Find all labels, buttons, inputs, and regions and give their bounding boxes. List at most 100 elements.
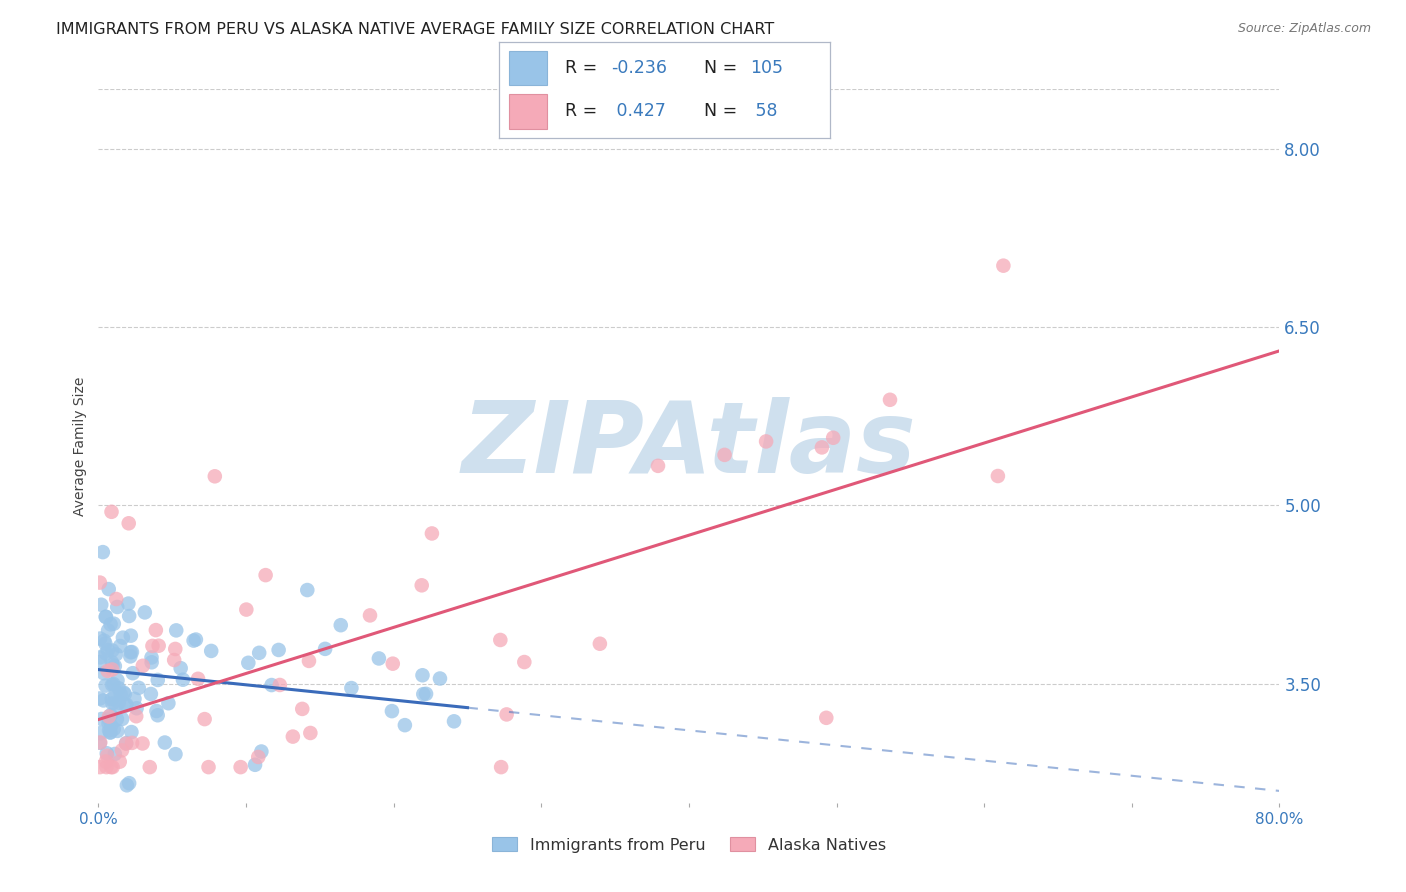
Point — [115, 778, 138, 792]
Point — [105, 712, 128, 726]
Point — [329, 618, 352, 632]
Point — [121, 736, 143, 750]
Text: R =: R = — [565, 103, 598, 120]
Point — [381, 657, 404, 671]
Point — [108, 755, 131, 769]
Point — [111, 631, 134, 645]
Point — [250, 745, 273, 759]
Point — [200, 644, 222, 658]
Point — [105, 592, 128, 607]
Point — [297, 582, 319, 597]
Point — [165, 747, 187, 761]
Point — [367, 651, 389, 665]
Point — [90, 712, 112, 726]
Point — [111, 712, 134, 726]
Text: N =: N = — [704, 103, 737, 120]
Point — [247, 750, 270, 764]
Text: ZIPAtlas: ZIPAtlas — [461, 398, 917, 494]
Point — [101, 760, 124, 774]
Point — [132, 658, 155, 673]
Text: Source: ZipAtlas.com: Source: ZipAtlas.com — [1237, 22, 1371, 36]
Point — [411, 578, 433, 592]
Point — [165, 642, 187, 657]
Point — [110, 687, 132, 701]
Point — [93, 666, 115, 681]
Point — [411, 668, 433, 682]
Point — [89, 735, 111, 749]
Point — [148, 639, 170, 653]
Point — [299, 726, 322, 740]
Point — [184, 632, 207, 647]
Point — [713, 448, 735, 462]
Point — [93, 633, 115, 648]
Point — [169, 661, 191, 675]
Point — [105, 599, 128, 614]
Point — [146, 673, 169, 687]
Point — [107, 723, 129, 738]
Point — [98, 723, 121, 738]
Point — [197, 760, 219, 774]
Point — [89, 632, 111, 646]
Point — [141, 655, 163, 669]
Point — [187, 672, 209, 686]
Point — [359, 608, 381, 623]
Point — [238, 656, 260, 670]
Point — [115, 736, 138, 750]
Point — [94, 679, 117, 693]
Point — [96, 748, 118, 763]
Point — [314, 641, 336, 656]
Point — [993, 259, 1015, 273]
Point — [120, 645, 142, 659]
Point — [204, 469, 226, 483]
Point — [103, 722, 125, 736]
Text: 105: 105 — [751, 59, 783, 77]
Point — [118, 776, 141, 790]
Point — [235, 602, 257, 616]
Point — [165, 624, 187, 638]
Point — [267, 643, 290, 657]
Point — [112, 685, 135, 699]
Point — [291, 702, 314, 716]
Point — [139, 687, 162, 701]
Point — [157, 696, 180, 710]
Point — [229, 760, 252, 774]
Point — [107, 681, 129, 696]
Point — [98, 725, 121, 739]
Point — [104, 747, 127, 761]
Point — [415, 687, 437, 701]
Point — [101, 663, 124, 677]
Point — [429, 672, 451, 686]
Point — [100, 655, 122, 669]
Point — [115, 698, 138, 712]
Point — [89, 736, 111, 750]
Point — [89, 575, 111, 590]
Point — [89, 760, 111, 774]
Point — [987, 469, 1010, 483]
Point — [98, 725, 121, 739]
Point — [247, 646, 270, 660]
Point — [94, 636, 117, 650]
Text: 0.427: 0.427 — [612, 103, 666, 120]
Point — [381, 704, 404, 718]
Point — [94, 646, 117, 660]
Point — [94, 755, 117, 769]
Point — [412, 687, 434, 701]
Point — [100, 505, 122, 519]
Point — [97, 643, 120, 657]
Point — [100, 692, 122, 706]
Point — [96, 746, 118, 760]
Text: R =: R = — [565, 59, 598, 77]
Point — [394, 718, 416, 732]
Point — [100, 708, 122, 723]
Point — [101, 678, 124, 692]
Point — [94, 610, 117, 624]
Point — [115, 737, 138, 751]
Point — [101, 643, 124, 657]
Point — [100, 617, 122, 632]
Point — [269, 678, 291, 692]
Point — [146, 708, 169, 723]
Point — [97, 709, 120, 723]
Point — [103, 616, 125, 631]
Point — [163, 653, 186, 667]
Point — [121, 645, 143, 659]
